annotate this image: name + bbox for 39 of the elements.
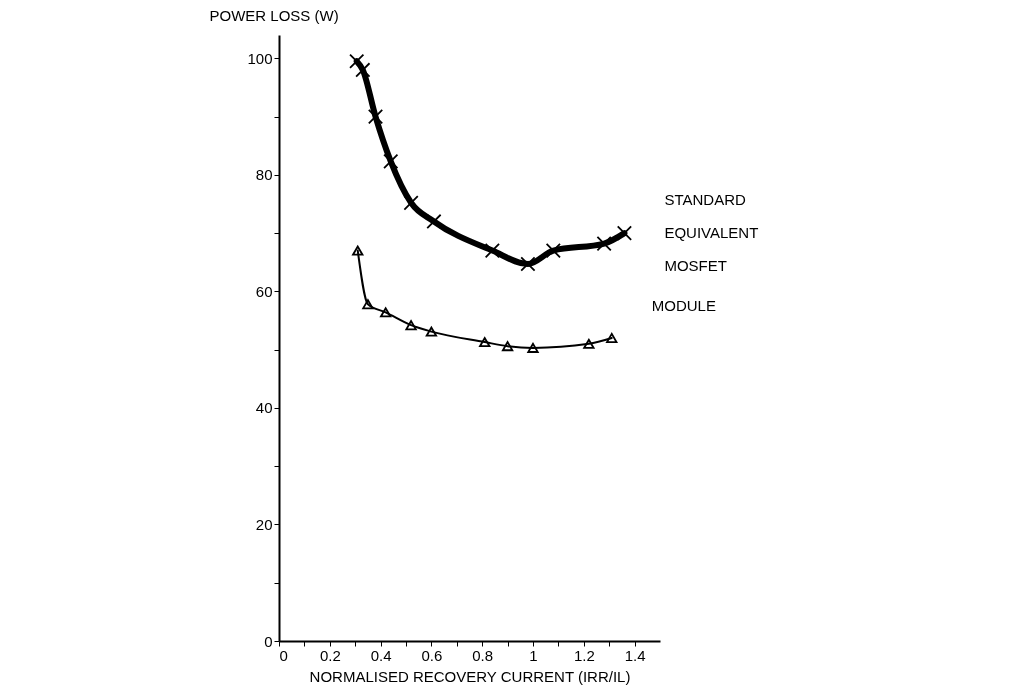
x-tick-label: 1.2 <box>573 646 595 664</box>
point <box>484 242 500 259</box>
y-tick-label: 100 <box>247 49 273 67</box>
point <box>545 242 561 259</box>
x-axis-title: NORMALISED RECOVERY CURRENT (IRR/IL) <box>309 667 631 685</box>
point <box>405 320 417 331</box>
y-tick-label: 20 <box>255 515 273 533</box>
point <box>426 213 442 230</box>
x-tick-label: 0.2 <box>319 646 341 664</box>
y-tick-label: 60 <box>255 282 273 300</box>
y-tick-label: 0 <box>264 632 273 650</box>
point <box>596 236 612 252</box>
x-tick-label: 0 <box>279 646 288 664</box>
x-tick-label: 1 <box>529 646 538 664</box>
point <box>527 342 539 353</box>
point <box>616 225 633 241</box>
x-tick-label: 0.4 <box>370 646 392 664</box>
point <box>380 307 392 318</box>
x-tick-label: 0.8 <box>472 646 494 664</box>
x-tick-label: 0.6 <box>421 646 443 664</box>
point <box>425 326 438 337</box>
point <box>520 256 536 272</box>
point <box>403 195 419 211</box>
y-axis-title: POWER LOSS (W) <box>209 6 339 24</box>
text: MODULE <box>651 297 716 314</box>
y-tick-label: 40 <box>255 399 273 417</box>
point <box>501 341 514 352</box>
text: STANDARD EQUIVALENT MOSFET <box>664 191 759 275</box>
point <box>352 245 364 256</box>
point <box>355 62 371 78</box>
point <box>383 153 399 170</box>
point <box>606 332 618 344</box>
point <box>367 108 384 125</box>
point <box>583 338 595 349</box>
point <box>349 53 365 69</box>
point <box>362 299 374 310</box>
x-tick-label: 1.4 <box>624 646 646 664</box>
y-tick-label: 80 <box>255 166 273 184</box>
point <box>479 337 491 348</box>
